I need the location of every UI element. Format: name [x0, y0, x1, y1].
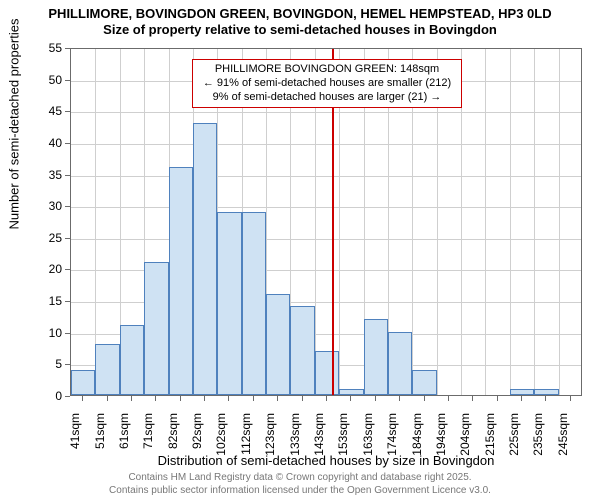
bar [534, 389, 558, 395]
ytick-mark [65, 301, 70, 302]
annotation-line1: PHILLIMORE BOVINGDON GREEN: 148sqm [199, 63, 455, 77]
xtick-mark [155, 396, 156, 401]
x-axis-label: Distribution of semi-detached houses by … [70, 453, 582, 468]
ytick-mark [65, 269, 70, 270]
xtick-mark [326, 396, 327, 401]
xtick-mark [253, 396, 254, 401]
plot-area: PHILLIMORE BOVINGDON GREEN: 148sqm← 91% … [70, 48, 582, 396]
xtick-mark [497, 396, 498, 401]
bar [388, 332, 412, 395]
bar [242, 212, 266, 395]
gridline-h [71, 176, 581, 177]
ytick-label: 25 [0, 231, 62, 245]
xtick-mark [350, 396, 351, 401]
xtick-mark [180, 396, 181, 401]
xtick-mark [302, 396, 303, 401]
ytick-label: 0 [0, 389, 62, 403]
ytick-mark [65, 80, 70, 81]
annotation-box: PHILLIMORE BOVINGDON GREEN: 148sqm← 91% … [192, 59, 462, 108]
xtick-mark [424, 396, 425, 401]
bar [290, 306, 314, 395]
gridline-h [71, 239, 581, 240]
xtick-mark [131, 396, 132, 401]
bar [412, 370, 436, 395]
bar [339, 389, 363, 395]
xtick-mark [82, 396, 83, 401]
gridline-v [485, 49, 486, 395]
xtick-mark [448, 396, 449, 401]
gridline-v [534, 49, 535, 395]
gridline-h [71, 144, 581, 145]
ytick-mark [65, 238, 70, 239]
bar [193, 123, 217, 395]
xtick-mark [570, 396, 571, 401]
gridline-v [95, 49, 96, 395]
ytick-mark [65, 143, 70, 144]
ytick-mark [65, 333, 70, 334]
xtick-mark [204, 396, 205, 401]
xtick-mark [375, 396, 376, 401]
title-line1: PHILLIMORE, BOVINGDON GREEN, BOVINGDON, … [0, 6, 600, 22]
bar [71, 370, 95, 395]
ytick-label: 10 [0, 326, 62, 340]
bar [120, 325, 144, 395]
ytick-mark [65, 364, 70, 365]
ytick-label: 5 [0, 357, 62, 371]
ytick-mark [65, 396, 70, 397]
annotation-line3: 9% of semi-detached houses are larger (2… [199, 91, 455, 105]
ytick-mark [65, 48, 70, 49]
bar [144, 262, 168, 395]
title-line2: Size of property relative to semi-detach… [0, 22, 600, 38]
bar [217, 212, 241, 395]
gridline-v [510, 49, 511, 395]
bar [364, 319, 388, 395]
ytick-label: 15 [0, 294, 62, 308]
ytick-mark [65, 206, 70, 207]
ytick-mark [65, 175, 70, 176]
attribution-line1: Contains HM Land Registry data © Crown c… [0, 472, 600, 485]
xtick-mark [399, 396, 400, 401]
xtick-mark [277, 396, 278, 401]
bar [315, 351, 339, 395]
gridline-h [71, 207, 581, 208]
bar [95, 344, 119, 395]
attribution-line2: Contains public sector information licen… [0, 485, 600, 498]
annotation-line2: ← 91% of semi-detached houses are smalle… [199, 77, 455, 91]
ytick-mark [65, 111, 70, 112]
xtick-mark [107, 396, 108, 401]
bar [169, 167, 193, 395]
xtick-mark [521, 396, 522, 401]
y-axis-label: Number of semi-detached properties [7, 210, 22, 230]
xtick-mark [545, 396, 546, 401]
xtick-mark [472, 396, 473, 401]
ytick-label: 20 [0, 262, 62, 276]
gridline-h [71, 112, 581, 113]
bar [266, 294, 290, 395]
bar [510, 389, 534, 395]
gridline-v [559, 49, 560, 395]
xtick-mark [228, 396, 229, 401]
